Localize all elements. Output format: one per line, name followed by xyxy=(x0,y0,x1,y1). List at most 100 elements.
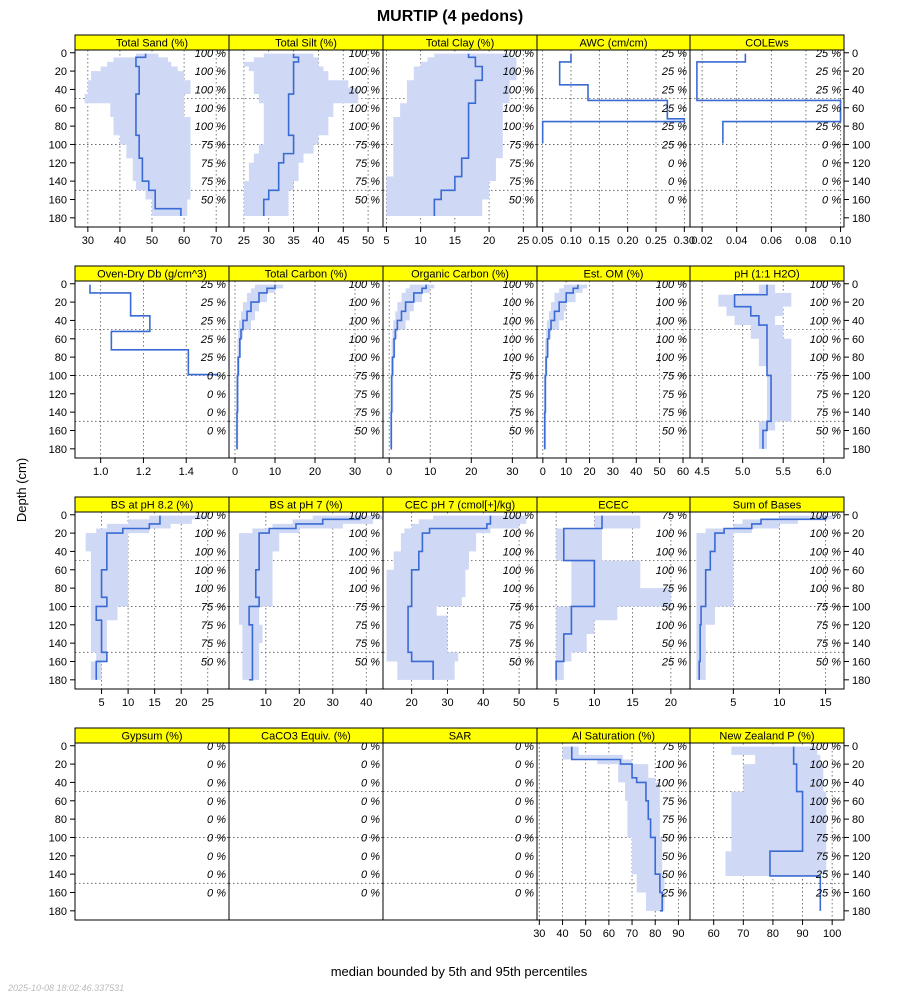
percentile-band xyxy=(390,284,435,449)
percent-label: 0 % xyxy=(515,777,534,789)
percent-label: 0 % xyxy=(207,741,226,753)
panel-cec-ph-7-cmol-kg: CEC pH 7 (cmol[+]/kg)100 %100 %100 %100 … xyxy=(382,496,538,709)
y-tick-label: 60 xyxy=(55,565,67,577)
x-tick-label: 20 xyxy=(293,697,305,709)
x-tick-label: 10 xyxy=(588,697,600,709)
percent-label: 100 % xyxy=(503,48,534,60)
percent-label: 100 % xyxy=(503,546,534,558)
percent-label: 75 % xyxy=(816,620,841,632)
panel-organic-carbon: Organic Carbon (%)100 %100 %100 %100 %10… xyxy=(382,265,538,478)
percent-label: 100 % xyxy=(349,334,380,346)
percent-label: 0 % xyxy=(361,796,380,808)
percent-label: 50 % xyxy=(662,851,687,863)
panel-frame xyxy=(382,742,538,921)
x-tick-label: 10 xyxy=(415,235,427,247)
percent-label: 100 % xyxy=(503,315,534,327)
x-tick-label: 20 xyxy=(483,235,495,247)
percent-label: 100 % xyxy=(195,66,226,78)
percent-label: 75 % xyxy=(509,601,534,613)
percent-label: 75 % xyxy=(355,176,380,188)
percent-label: 0 % xyxy=(207,814,226,826)
percent-label: 50 % xyxy=(509,656,534,668)
y-tick-label: 40 xyxy=(55,84,67,96)
x-tick-label: 5 xyxy=(553,697,559,709)
x-tick-label: 40 xyxy=(477,697,489,709)
percentile-band xyxy=(386,53,517,216)
y-tick-label: 40 xyxy=(852,84,864,96)
panel-grid-lines xyxy=(690,50,844,227)
x-tick-label: 30 xyxy=(607,466,619,478)
x-tick-label: 30 xyxy=(506,466,518,478)
y-tick-label: 0 xyxy=(852,48,858,60)
percent-label: 100 % xyxy=(810,510,841,522)
x-tick-label: 0.05 xyxy=(532,235,553,247)
panel-strip-label: BS at pH 8.2 (%) xyxy=(111,500,194,512)
percentile-band xyxy=(562,746,665,911)
percent-label: 0 % xyxy=(207,832,226,844)
percent-label: 100 % xyxy=(503,121,534,133)
percent-label: 0 % xyxy=(207,887,226,899)
percent-label: 100 % xyxy=(349,315,380,327)
percentile-band xyxy=(236,284,283,449)
panel-grid-lines xyxy=(229,281,383,458)
percent-label: 50 % xyxy=(355,425,380,437)
percent-label: 100 % xyxy=(503,66,534,78)
percent-label: 0 % xyxy=(207,851,226,863)
x-tick-label: 10 xyxy=(424,466,436,478)
percent-label: 50 % xyxy=(662,638,687,650)
x-tick-label: 10 xyxy=(269,466,281,478)
y-tick-label: 140 xyxy=(49,869,67,881)
percent-label: 100 % xyxy=(503,297,534,309)
panel-strip-label: Gypsum (%) xyxy=(121,731,182,743)
y-tick-label: 80 xyxy=(852,352,864,364)
percent-label: 75 % xyxy=(509,176,534,188)
median-line xyxy=(407,515,492,680)
panel-caco3-equiv: CaCO3 Equiv. (%) 0 % 0 % 0 % 0 % 0 % 0 % 0 % 0 %… xyxy=(228,727,384,921)
panel-grid-lines xyxy=(383,281,537,458)
x-tick-label: 10 xyxy=(560,466,572,478)
x-tick-label: 20 xyxy=(665,697,677,709)
percent-label: 75 % xyxy=(662,796,687,808)
panel-frame xyxy=(689,511,845,690)
percent-label: 75 % xyxy=(509,389,534,401)
y-tick-label: 140 xyxy=(852,869,870,881)
percent-label: 100 % xyxy=(195,528,226,540)
percent-label: 75 % xyxy=(662,741,687,753)
panel-oven-dry-db-g-cm-3: Oven-Dry Db (g/cm^3)25 %25 %25 %25 %25 %… xyxy=(49,265,230,478)
y-tick-label: 80 xyxy=(852,814,864,826)
percent-label: 75 % xyxy=(201,139,226,151)
y-tick-label: 40 xyxy=(852,546,864,558)
percent-label: 100 % xyxy=(349,48,380,60)
percent-label: 100 % xyxy=(810,315,841,327)
percent-label: 75 % xyxy=(662,510,687,522)
panel-ph-1-1-h2o: pH (1:1 H2O) 100 % 100 % 100 % 100 % 100 % 75 … xyxy=(689,265,870,478)
y-tick-label: 60 xyxy=(55,334,67,346)
percent-label: 100 % xyxy=(349,66,380,78)
x-tick-label: 25 xyxy=(202,697,214,709)
y-tick-label: 180 xyxy=(49,444,67,456)
y-tick-label: 120 xyxy=(852,158,870,170)
x-tick-label: 40 xyxy=(556,928,568,940)
percent-label: 0 % xyxy=(668,194,687,206)
y-tick-label: 0 xyxy=(61,741,67,753)
panel-gypsum: Gypsum (%) 0 % 0 % 0 % 0 % 0 % 0 % 0 % 0 % 0 % 0 20… xyxy=(49,727,230,921)
percent-label: 100 % xyxy=(656,546,687,558)
y-tick-label: 180 xyxy=(49,906,67,918)
x-tick-label: 0.25 xyxy=(645,235,666,247)
percent-label: 75 % xyxy=(816,407,841,419)
x-tick-label: 15 xyxy=(149,697,161,709)
percent-label: 75 % xyxy=(355,601,380,613)
x-tick-label: 70 xyxy=(626,928,638,940)
percent-label: 100 % xyxy=(810,777,841,789)
x-tick-label: 1.2 xyxy=(136,466,151,478)
x-tick-label: 40 xyxy=(360,697,372,709)
x-tick-label: 5 xyxy=(730,697,736,709)
median-line xyxy=(696,53,842,144)
x-tick-label: 60 xyxy=(603,928,615,940)
percent-label: 0 % xyxy=(515,759,534,771)
y-tick-label: 160 xyxy=(852,194,870,206)
panel-al-saturation: Al Saturation (%) 75 % 100 % 100 % 75 % 75 % 5… xyxy=(533,727,691,940)
panel-frame xyxy=(74,742,230,921)
x-tick-label: 20 xyxy=(465,466,477,478)
y-tick-label: 120 xyxy=(852,851,870,863)
